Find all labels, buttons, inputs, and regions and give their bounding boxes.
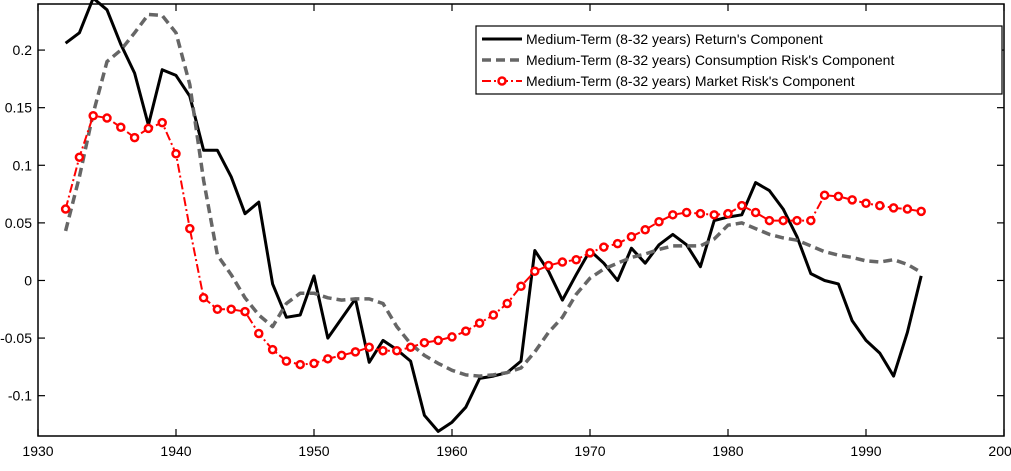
series-point [474,318,485,328]
legend-box [475,25,1003,95]
series-point [488,310,499,320]
series-point [806,215,816,226]
series-point [157,117,167,128]
series-point [212,304,223,315]
x-axis: 1930 1940 1950 1960 1970 1980 1990 2000 [22,4,1011,459]
x-tick-label: 1990 [850,443,881,459]
x-tick-label: 1980 [712,443,743,459]
series-point [599,242,609,252]
series-point [281,356,292,366]
series-point [902,204,913,214]
series-point [461,326,471,336]
y-axis: -0.1 -0.05 0 0.05 0.1 0.15 0.2 [0,42,1004,404]
series-point [102,113,112,123]
legend-label: Medium-Term (8-32 years) Market Risk's C… [526,73,855,89]
y-tick-label: 0.15 [5,100,32,116]
series-point [405,342,416,353]
y-tick-label: 0.2 [13,42,33,58]
series-point [60,204,71,214]
y-tick-label: 0 [24,272,32,288]
y-tick-label: 0.1 [13,157,33,173]
series-point [129,132,140,143]
series-point [571,254,581,265]
series-point [640,225,650,235]
x-tick-label: 2000 [988,443,1011,459]
legend: Medium-Term (8-32 years) Return's Compon… [475,25,1003,95]
plot-frame [37,3,1005,437]
series-point [392,346,402,356]
series-point [557,257,568,267]
series-point [833,191,844,202]
x-tick-label: 1960 [436,443,467,459]
series-point [875,200,885,211]
series-3 [60,110,926,370]
series-point [888,203,899,213]
plot-marks [60,0,926,433]
series-point [612,238,623,249]
series-point [861,198,871,209]
series-point [543,260,554,271]
series-point [433,335,443,346]
series-point [309,358,319,369]
x-tick-label: 1950 [298,443,329,459]
series-2 [63,12,923,378]
series-point [364,342,374,353]
series-point [226,304,236,315]
y-tick-label: -0.1 [8,388,32,404]
series-point [737,200,747,211]
series-point [185,223,195,234]
y-tick-label: -0.05 [0,330,32,346]
series-point [778,215,788,226]
series-point [654,216,664,227]
series-point [267,344,278,355]
series-point [143,123,154,134]
series-point [295,359,305,370]
series-point [323,354,333,364]
x-tick-label: 1970 [574,443,605,459]
series-point [626,231,637,242]
x-tick-label: 1930 [22,443,53,459]
legend-label: Medium-Term (8-32 years) Consumption Ris… [526,52,894,68]
series-point [530,266,540,277]
series-point [585,248,595,258]
series-point [378,346,388,356]
series-point [668,210,678,220]
series-point [847,195,857,205]
series-point [916,206,926,217]
series-point [116,122,126,133]
series-point [198,293,209,303]
series-point [695,208,706,219]
legend-label: Medium-Term (8-32 years) Return's Compon… [526,31,823,47]
series-point [723,208,733,219]
series-point [819,190,830,200]
series-point [171,149,181,159]
series-point [447,332,457,342]
series-point [516,281,526,291]
series-point [240,306,250,317]
legend-marker [497,76,507,86]
series-point [419,337,430,348]
series-point [74,152,85,162]
x-tick-label: 1940 [160,443,191,459]
series-point [336,350,347,361]
series-point [764,215,775,226]
series-point [254,328,264,339]
series-point [502,298,512,309]
y-tick-label: 0.05 [5,215,32,231]
series-point [792,215,802,226]
series-line [63,12,923,378]
series-point [350,347,361,357]
series-point [750,207,761,218]
series-point [681,207,692,218]
series-point [88,110,98,121]
series-point [709,210,719,220]
